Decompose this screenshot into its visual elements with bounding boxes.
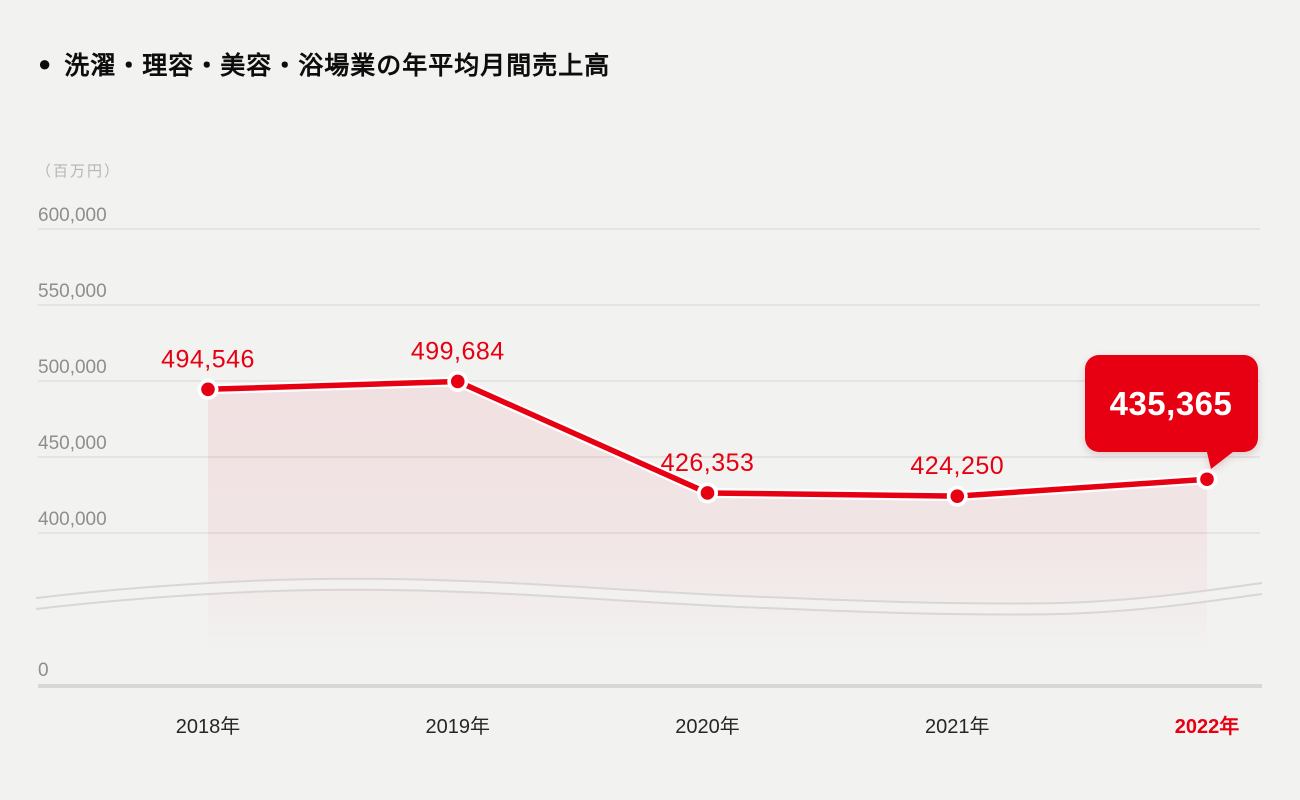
y-tick-label: 450,000 (38, 433, 107, 454)
data-value-label: 499,684 (411, 337, 505, 365)
page-title-text: 洗濯・理容・美容・浴場業の年平均月間売上高 (64, 52, 611, 80)
axis-break-bottom-line (35, 588, 1263, 616)
data-value-label: 494,546 (161, 345, 255, 373)
x-tick-label: 2018年 (176, 715, 241, 738)
y-tick-label: 400,000 (38, 509, 107, 530)
title-bullet-icon: ● (38, 51, 53, 76)
callout-value-label: 435,365 (1110, 385, 1233, 422)
y-tick-label: 550,000 (38, 281, 107, 302)
callout-bubble: 435,365 (1085, 355, 1258, 469)
x-tick-label: 2020年 (675, 715, 740, 738)
callout-tail (1206, 448, 1238, 469)
zero-tick-label: 0 (38, 660, 49, 681)
callout-box (1085, 355, 1258, 452)
axis-break-top-line (35, 577, 1263, 605)
data-value-label: 426,353 (661, 449, 755, 477)
y-tick-label: 500,000 (38, 357, 107, 378)
x-tick-label: 2022年 (1175, 714, 1240, 738)
y-tick-label: 600,000 (38, 205, 107, 226)
data-point (450, 374, 465, 389)
axis-break-band (36, 578, 1262, 615)
data-value-label: 424,250 (910, 452, 1004, 480)
data-point (950, 489, 965, 503)
x-tick-label: 2019年 (426, 715, 491, 738)
y-axis-unit-label: （百万円） (36, 163, 122, 180)
data-point (201, 382, 215, 397)
x-tick-label: 2021年 (925, 715, 990, 738)
data-point (1200, 472, 1214, 487)
zero-axis-line (38, 684, 1262, 688)
page-title: ● 洗濯・理容・美容・浴場業の年平均月間売上高 (38, 46, 610, 82)
data-point (700, 486, 715, 500)
